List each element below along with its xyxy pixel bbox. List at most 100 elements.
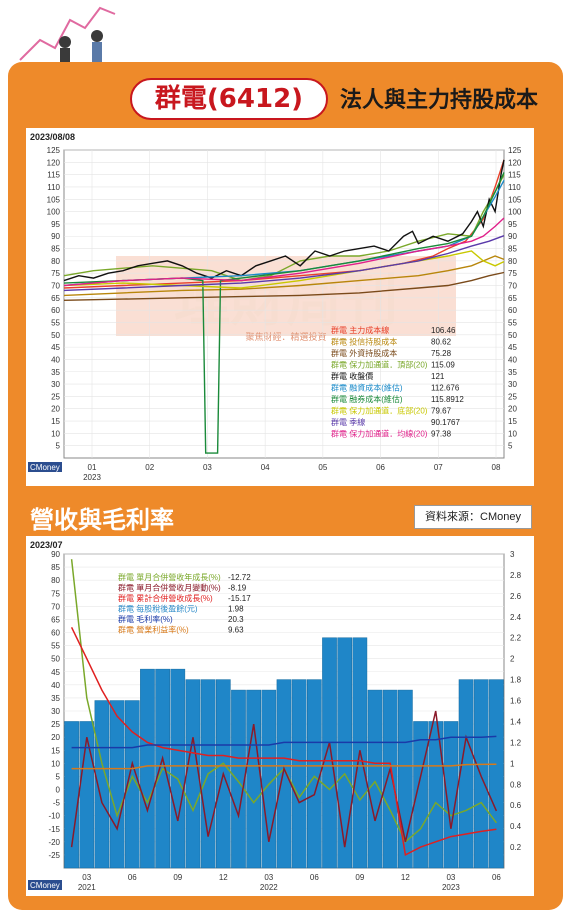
y-tick-left: 45 — [51, 343, 60, 352]
y-tick-right: 2.6 — [510, 592, 522, 601]
x-tick: 03 — [264, 873, 273, 882]
y-tick-left: 20 — [51, 733, 60, 742]
y-tick-right: 25 — [508, 392, 517, 401]
y-tick-right: 90 — [508, 232, 517, 241]
y-tick-left: 40 — [51, 355, 60, 364]
x-sub-year: 2023 — [83, 473, 101, 482]
y-tick-right: 2.8 — [510, 571, 522, 580]
y-tick-left: 45 — [51, 668, 60, 677]
y-tick-left: 55 — [51, 642, 60, 651]
y-tick-left: 15 — [51, 746, 60, 755]
y-tick-right: 1 — [510, 759, 515, 768]
source-label: 資料來源：CMoney — [414, 505, 532, 529]
chart-date: 2023/08/08 — [30, 132, 75, 142]
y-tick-left: 50 — [51, 331, 60, 340]
legend-label: 群電 單月合併營收月變動(%) — [118, 583, 221, 593]
y-tick-right: 2.4 — [510, 613, 522, 622]
legend-value: 80.62 — [431, 338, 452, 347]
legend-label: 群電 毛利率(%) — [118, 614, 173, 624]
x-tick: 07 — [434, 463, 443, 472]
legend-label: 群電 收盤價 — [331, 371, 373, 381]
y-tick-right: 0.8 — [510, 780, 522, 789]
series-line — [63, 235, 505, 292]
eps-bar — [367, 689, 383, 869]
y-tick-left: 25 — [51, 720, 60, 729]
y-tick-right: 10 — [508, 429, 517, 438]
y-tick-left: 90 — [51, 550, 60, 559]
legend-label: 群電 外資持股成本 — [331, 348, 397, 358]
y-tick-right: 0.2 — [510, 843, 522, 852]
x-sub-year: 2023 — [442, 883, 460, 892]
y-tick-right: 105 — [508, 195, 522, 204]
plot-area — [63, 149, 505, 459]
eps-bar — [473, 679, 489, 869]
eps-bar — [109, 700, 125, 869]
legend-label: 群電 主力成本線 — [331, 325, 389, 335]
series-line — [70, 626, 497, 857]
y-tick-right: 1.6 — [510, 697, 522, 706]
series-line — [63, 271, 505, 301]
y-tick-left: 90 — [51, 232, 60, 241]
legend-label: 群電 每股稅後盈餘(元) — [118, 604, 198, 614]
watermark-sub: 聚焦財經．精選投資 — [245, 331, 326, 342]
y-tick-right: 0.6 — [510, 801, 522, 810]
y-tick-left: 5 — [56, 442, 61, 451]
y-tick-left: 35 — [51, 694, 60, 703]
eps-bar — [322, 637, 337, 869]
x-tick: 06 — [376, 463, 385, 472]
y-tick-right: 45 — [508, 343, 517, 352]
legend-value: 79.67 — [431, 407, 452, 416]
y-tick-left: 110 — [47, 183, 60, 192]
y-tick-left: 85 — [51, 563, 60, 572]
legend-value: 9.63 — [228, 626, 244, 635]
y-tick-left: 85 — [51, 245, 60, 254]
x-tick: 03 — [82, 873, 91, 882]
legend-label: 群電 累計合併營收成長(%) — [118, 593, 213, 603]
series-line — [63, 255, 505, 297]
x-tick: 09 — [173, 873, 182, 882]
x-tick: 06 — [128, 873, 137, 882]
legend-label: 群電 投信持股成本 — [331, 337, 397, 347]
legend-value: 20.3 — [228, 615, 244, 624]
eps-bar — [489, 679, 504, 869]
y-tick-right: 50 — [508, 331, 517, 340]
revenue-bar-chart: 2023/07 -25 -20 -15 -10 -5 0 5 10 15 20 25 30 35 40 45 5… — [28, 540, 522, 892]
page-subtitle: 法人與主力持股成本 — [340, 87, 539, 113]
eps-bar — [428, 721, 444, 869]
y-tick-right: 1.4 — [510, 717, 522, 726]
y-tick-right: 80 — [508, 257, 517, 266]
y-tick-right: 2 — [510, 655, 515, 664]
y-tick-left: 60 — [51, 306, 60, 315]
eps-bar — [307, 679, 322, 869]
legend-value: 115.09 — [431, 361, 455, 370]
y-tick-right: 3 — [510, 550, 515, 559]
x-tick: 06 — [310, 873, 319, 882]
x-tick: 12 — [401, 873, 410, 882]
y-tick-left: -20 — [48, 838, 60, 847]
y-tick-right: 40 — [508, 355, 517, 364]
series-line — [70, 710, 498, 848]
legend-label: 群電 保力加通道．均線(20) — [331, 429, 428, 439]
y-tick-left: -15 — [48, 825, 60, 834]
page-title: 群電(6412) — [154, 84, 304, 114]
y-tick-left: 115 — [47, 171, 60, 180]
y-tick-left: 50 — [51, 655, 60, 664]
x-tick: 03 — [203, 463, 212, 472]
series-line — [71, 735, 497, 749]
y-tick-left: 35 — [51, 368, 60, 377]
series-line — [63, 159, 505, 282]
eps-bar — [94, 700, 110, 869]
y-tick-left: 25 — [51, 392, 60, 401]
y-tick-right: 125 — [508, 146, 522, 155]
eps-bar — [337, 637, 353, 869]
y-tick-left: 105 — [47, 195, 61, 204]
y-tick-left: 5 — [56, 772, 61, 781]
x-tick: 02 — [145, 463, 154, 472]
y-tick-right: 2.2 — [510, 634, 522, 643]
y-tick-left: 30 — [51, 707, 60, 716]
brand-bg — [28, 880, 62, 890]
section-title: 營收與毛利率 — [30, 505, 174, 534]
series-line — [63, 174, 505, 282]
legend-value: 90.1767 — [431, 418, 460, 427]
y-tick-right: 1.2 — [510, 738, 522, 747]
